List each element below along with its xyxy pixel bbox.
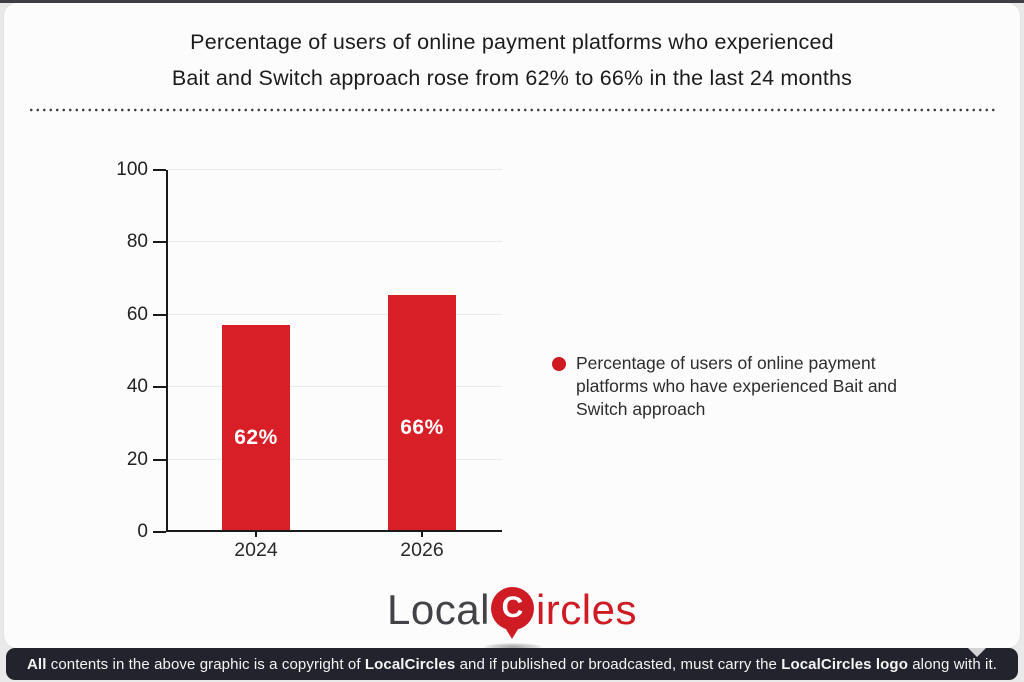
y-axis-label-40: 40 xyxy=(126,376,148,398)
infographic-card: Percentage of users of online payment pl… xyxy=(4,3,1020,651)
y-axis-tick-40 xyxy=(153,386,166,389)
gridline-y40 xyxy=(168,386,502,388)
y-axis-tick-100 xyxy=(153,169,166,171)
bar-rect-2026 xyxy=(388,294,456,530)
top-border-line xyxy=(0,0,1024,3)
logo-pin-letter: C xyxy=(501,590,524,624)
logo-text-local: Local xyxy=(387,586,490,633)
chart-legend: Percentage of users of online payment pl… xyxy=(552,352,912,421)
logo-pin-icon: C xyxy=(483,587,542,651)
gridline-y80 xyxy=(168,241,502,243)
y-axis-label-20: 20 xyxy=(126,448,148,470)
logo-pin-circle: C xyxy=(490,587,534,630)
y-axis-label-80: 80 xyxy=(126,231,148,253)
legend-label-line2: platforms who have experienced Bait and xyxy=(576,376,898,396)
copyright-text-regular: along with it. xyxy=(907,655,997,673)
gridline-y20 xyxy=(168,458,502,460)
gridline-y100 xyxy=(168,169,502,170)
y-axis-tick-80 xyxy=(153,241,166,244)
legend-label: Percentage of users of online payment pl… xyxy=(576,352,897,421)
x-axis-tick-2024 xyxy=(255,530,257,537)
copyright-text-regular: contents in the above graphic is a copyr… xyxy=(46,655,365,673)
localcircles-logo: Local C ircles xyxy=(4,581,1020,651)
legend-row: Percentage of users of online payment pl… xyxy=(552,352,912,421)
y-axis-label-60: 60 xyxy=(126,303,148,325)
bar-value-label-2024: 62% xyxy=(234,426,278,449)
x-axis-tick-2026 xyxy=(421,530,423,537)
copyright-text-bold: LocalCircles xyxy=(364,655,456,673)
y-axis-tick-20 xyxy=(153,458,166,461)
dotted-divider xyxy=(28,108,996,112)
gridline-y60 xyxy=(168,313,502,315)
y-axis-tick-60 xyxy=(153,313,166,316)
x-axis-label-2026: 2026 xyxy=(400,539,444,561)
bar-2024: 62% xyxy=(222,168,290,530)
x-axis-label-2024: 2024 xyxy=(234,539,278,561)
copyright-text-bold: All xyxy=(27,655,47,673)
copyright-text-regular: and if published or broadcasted, must ca… xyxy=(455,655,782,673)
legend-label-line3: Switch approach xyxy=(576,399,706,419)
logo-pin-shadow xyxy=(483,643,542,651)
copyright-text-bold: LocalCircles logo xyxy=(781,655,908,673)
footer-notch-triangle xyxy=(968,648,986,657)
logo-pin-tail xyxy=(503,626,520,639)
y-axis-label-100: 100 xyxy=(116,159,148,180)
copyright-footer-bar: All contents in the above graphic is a c… xyxy=(6,648,1018,680)
legend-marker-dot-icon xyxy=(552,357,566,371)
chart-title-line1: Percentage of users of online payment pl… xyxy=(190,30,834,54)
bar-2026: 66% xyxy=(388,168,456,530)
y-axis-label-0: 0 xyxy=(137,521,148,542)
copyright-text: All contents in the above graphic is a c… xyxy=(27,656,997,673)
y-axis-tick-0 xyxy=(153,531,166,533)
logo-text-ircles: ircles xyxy=(535,586,637,633)
legend-label-line1: Percentage of users of online payment xyxy=(576,353,876,373)
bar-chart-plot: 0 20 40 60 80 100 62% 2024 66% 2026 xyxy=(116,159,502,561)
bar-rect-2024 xyxy=(222,325,290,530)
bar-value-label-2026: 66% xyxy=(400,416,444,439)
chart-title-line2: Bait and Switch approach rose from 62% t… xyxy=(171,66,853,90)
